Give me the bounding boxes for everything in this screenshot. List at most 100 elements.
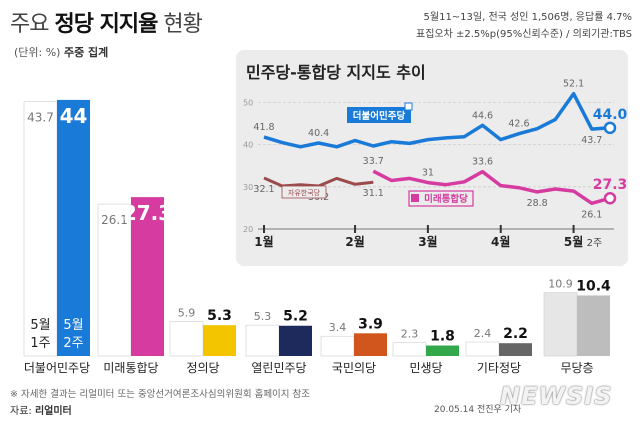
y-tick-label: 50 bbox=[243, 99, 253, 108]
series-line bbox=[263, 91, 611, 149]
bar-prev-week bbox=[169, 321, 204, 357]
unit-bold-text: 주중 집계 bbox=[63, 46, 109, 59]
source-prefix: 자료: bbox=[10, 406, 35, 417]
prev-week-label-line2: 1주 bbox=[30, 336, 50, 351]
bar-prev-value-label: 26.1 bbox=[101, 213, 128, 227]
bar-prev-value-label: 10.9 bbox=[548, 278, 573, 291]
y-tick-label: 20 bbox=[243, 225, 253, 234]
data-point-label: 33.6 bbox=[472, 157, 493, 168]
data-point-label: 26.1 bbox=[581, 209, 602, 220]
legend-label-liberty-korea: 자유한국당 bbox=[288, 188, 321, 197]
inset-background bbox=[236, 50, 628, 266]
inset-title: 민주당-통합당 지지도 추이 bbox=[246, 63, 426, 82]
bar-current-value-label: 27.3 bbox=[123, 201, 172, 225]
bar-current-value-label: 3.9 bbox=[358, 316, 383, 332]
bar-current-value-label: 2.2 bbox=[503, 326, 528, 342]
x-tick-label: 1월 bbox=[254, 234, 273, 249]
source-name: 리얼미터 bbox=[34, 406, 72, 417]
bar-prev-week bbox=[23, 101, 58, 357]
legend-box-liberty-korea bbox=[281, 185, 327, 199]
legend-label-democratic: 더불어민주당 bbox=[353, 110, 406, 122]
legend-label-united: 미래통합당 bbox=[424, 193, 468, 205]
bar-current-week bbox=[203, 325, 236, 356]
unit-text: (단위: %) bbox=[14, 46, 64, 59]
party-logo-icon bbox=[404, 102, 413, 111]
bar-prev-week bbox=[543, 292, 578, 357]
bar-current-value-label: 44 bbox=[60, 104, 88, 128]
data-point-label: 41.8 bbox=[253, 122, 274, 133]
category-label: 더불어민주당 bbox=[24, 361, 90, 375]
source-label: 자료: 리얼미터 bbox=[10, 402, 72, 417]
bar-prev-week bbox=[97, 203, 132, 357]
bar-prev-value-label: 2.3 bbox=[401, 328, 419, 341]
bar-current-week bbox=[57, 99, 90, 357]
party-logo-icon bbox=[411, 194, 419, 202]
legend-box-democratic bbox=[347, 107, 411, 123]
title-main: 정당 지지율 bbox=[54, 12, 158, 37]
data-point-label: 31.1 bbox=[363, 188, 384, 199]
date-credit: 20.05.14 전진우 기자 bbox=[434, 405, 522, 415]
page-title: 주요 정당 지지율 현황 bbox=[10, 6, 203, 38]
data-point-label: 52.1 bbox=[563, 79, 584, 90]
end-point-marker bbox=[603, 121, 617, 135]
bar-current-week bbox=[499, 343, 532, 356]
data-point-label: 40.4 bbox=[308, 128, 329, 139]
bar-prev-value-label: 3.4 bbox=[329, 321, 347, 334]
end-value-label: 27.3 bbox=[593, 177, 628, 193]
legend-box-united bbox=[408, 190, 474, 207]
x-tick-label: 3월 bbox=[418, 234, 437, 249]
data-point-label: 31 bbox=[422, 168, 434, 179]
line-chart-inset: 민주당-통합당 지지도 추이 20 30 40 50 1월 2월 3월 4월 5월 2주 41.8 40… bbox=[236, 50, 628, 266]
category-label: 국민의당 bbox=[332, 361, 376, 375]
curr-week-label-line2: 2주 bbox=[63, 336, 83, 351]
end-point-marker bbox=[603, 191, 617, 205]
bar-current-value-label: 5.3 bbox=[207, 308, 232, 324]
bar-prev-value-label: 43.7 bbox=[27, 111, 54, 125]
x-tick-label: 2월 bbox=[345, 234, 364, 249]
bar-current-week bbox=[354, 333, 387, 356]
data-point-label: 33.7 bbox=[363, 156, 384, 167]
title-prefix: 주요 bbox=[10, 12, 55, 37]
y-tick-label: 30 bbox=[243, 183, 253, 192]
bar-current-value-label: 10.4 bbox=[576, 278, 611, 294]
bar-current-week bbox=[131, 197, 164, 356]
bar-current-value-label: 1.8 bbox=[430, 329, 455, 345]
category-label: 열린민주당 bbox=[251, 361, 306, 375]
category-label: 미래통합당 bbox=[103, 361, 158, 375]
x-tick-suffix: 2주 bbox=[587, 238, 603, 249]
watermark-logo: NEWSIS bbox=[500, 382, 613, 410]
footer-note: ※ 자세한 결과는 리얼미터 또는 중앙선거여론조사심의위원회 홈페이지 참조 bbox=[10, 389, 311, 400]
end-value-label: 44.0 bbox=[593, 107, 628, 123]
prev-week-label-line1: 5월 bbox=[30, 318, 50, 333]
bar-prev-week bbox=[320, 335, 355, 357]
y-tick-label: 40 bbox=[243, 141, 253, 150]
series-line bbox=[372, 169, 611, 206]
category-label: 기타정당 bbox=[477, 361, 521, 375]
survey-info-line2: 표집오차 ±2.5%p(95%신뢰수준) / 의뢰기관:TBS bbox=[416, 29, 632, 40]
x-tick-label: 4월 bbox=[491, 234, 510, 249]
category-label: 무당층 bbox=[560, 361, 593, 375]
data-point-label: 43.7 bbox=[581, 135, 602, 146]
bar-current-week bbox=[279, 325, 312, 356]
bar-current-week bbox=[426, 345, 459, 356]
category-label: 민생당 bbox=[409, 361, 442, 375]
survey-info-line1: 5월11~13일, 전국 성인 1,506명, 응답률 4.7% bbox=[423, 12, 632, 23]
data-point-label: 32.1 bbox=[253, 184, 274, 195]
bar-prev-week bbox=[465, 341, 500, 357]
curr-week-label-line1: 5월 bbox=[63, 318, 83, 333]
data-point-label: 44.6 bbox=[472, 110, 493, 121]
x-tick-label: 5월 bbox=[564, 234, 583, 249]
bar-prev-value-label: 5.9 bbox=[178, 307, 196, 320]
data-point-label: 28.8 bbox=[527, 198, 548, 209]
bar-prev-value-label: 2.4 bbox=[474, 327, 492, 340]
category-label: 정의당 bbox=[186, 361, 219, 375]
bar-prev-value-label: 5.3 bbox=[254, 310, 272, 323]
bar-current-week bbox=[577, 295, 610, 356]
unit-label: (단위: %) 주중 집계 bbox=[14, 44, 108, 60]
title-suffix: 현황 bbox=[157, 12, 203, 37]
bar-prev-week bbox=[392, 342, 427, 357]
bar-prev-week bbox=[245, 324, 280, 357]
